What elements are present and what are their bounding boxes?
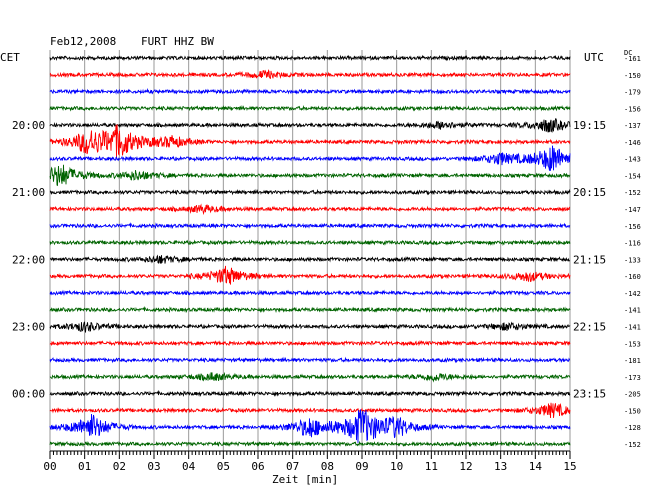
cet-time-label: 00:00: [12, 388, 45, 401]
dc-offset-label: -137: [624, 122, 641, 130]
chart-title: Feb12,2008: [50, 35, 116, 48]
utc-label: UTC: [584, 51, 604, 64]
seismic-trace: [49, 289, 571, 297]
x-tick-label: 07: [286, 460, 299, 473]
seismic-trace: [49, 390, 571, 397]
dc-label: DC: [624, 49, 632, 57]
dc-offset-label: -152: [624, 441, 641, 449]
dc-offset-label: -142: [624, 290, 641, 298]
x-tick-label: 05: [217, 460, 230, 473]
seismic-trace: [49, 54, 571, 62]
dc-offset-label: -154: [624, 172, 641, 180]
dc-offset-label: -150: [624, 72, 641, 80]
dc-offset-label: -152: [624, 189, 641, 197]
seismic-trace: [49, 124, 571, 158]
cet-time-label: 23:00: [12, 320, 45, 333]
x-tick-label: 09: [355, 460, 368, 473]
x-tick-label: 11: [425, 460, 438, 473]
utc-time-label: 23:15: [573, 388, 606, 401]
x-tick-label: 12: [459, 460, 472, 473]
dc-offset-label: -179: [624, 89, 641, 97]
seismic-trace: [49, 440, 571, 448]
dc-offset-label: -205: [624, 391, 641, 399]
seismic-trace: [49, 402, 571, 419]
seismic-trace: [49, 321, 571, 333]
utc-time-label: 19:15: [573, 119, 606, 132]
seismic-trace: [49, 69, 571, 80]
seismic-trace: [49, 371, 571, 383]
dc-offset-label: -153: [624, 340, 641, 348]
x-tick-label: 06: [251, 460, 264, 473]
utc-time-label: 21:15: [573, 253, 606, 266]
x-tick-label: 00: [43, 460, 56, 473]
seismic-trace: [49, 118, 571, 133]
x-tick-label: 13: [494, 460, 507, 473]
dc-offset-label: -116: [624, 240, 641, 248]
dc-offset-label: -160: [624, 273, 641, 281]
x-tick-label: 08: [321, 460, 334, 473]
dc-offset-label: -128: [624, 424, 641, 432]
x-tick-label: 14: [529, 460, 543, 473]
utc-time-label: 22:15: [573, 320, 606, 333]
x-tick-label: 01: [78, 460, 91, 473]
dc-offset-label: -173: [624, 374, 641, 382]
seismic-trace: [50, 254, 571, 264]
cet-time-label: 22:00: [12, 253, 45, 266]
seismic-trace: [49, 145, 571, 171]
dc-offset-label: -161: [624, 55, 641, 63]
seismic-trace: [49, 409, 571, 443]
seismic-trace: [49, 306, 571, 314]
x-tick-label: 02: [113, 460, 126, 473]
cet-time-label: 21:00: [12, 186, 45, 199]
seismic-trace: [49, 222, 571, 230]
station-label: FURT HHZ BW: [141, 35, 214, 48]
cet-time-label: 20:00: [12, 119, 45, 132]
seismic-trace: [49, 265, 571, 285]
seismic-trace: [49, 203, 571, 216]
seismic-trace: [49, 339, 571, 347]
dc-offset-label: -143: [624, 156, 641, 164]
seismic-trace: [49, 87, 571, 95]
x-tick-label: 15: [563, 460, 576, 473]
x-tick-label: 03: [147, 460, 160, 473]
x-tick-label: 04: [182, 460, 196, 473]
dc-offset-label: -146: [624, 139, 641, 147]
cet-label: CET: [0, 51, 20, 64]
dc-offset-label: -141: [624, 323, 641, 331]
dc-offset-label: -141: [624, 307, 641, 315]
dc-offset-label: -150: [624, 407, 641, 415]
dc-offset-label: -133: [624, 256, 641, 264]
seismic-trace: [49, 239, 571, 246]
seismic-trace: [49, 188, 571, 196]
x-tick-label: 10: [390, 460, 403, 473]
seismic-trace: [49, 104, 571, 112]
utc-time-label: 20:15: [573, 186, 606, 199]
dc-offset-label: -156: [624, 105, 641, 113]
dc-offset-label: -156: [624, 223, 641, 231]
seismic-trace: [49, 356, 571, 364]
seismic-trace: [49, 164, 571, 187]
x-axis-label: Zeit [min]: [272, 473, 338, 486]
dc-offset-label: -147: [624, 206, 641, 214]
dc-offset-label: -181: [624, 357, 641, 365]
